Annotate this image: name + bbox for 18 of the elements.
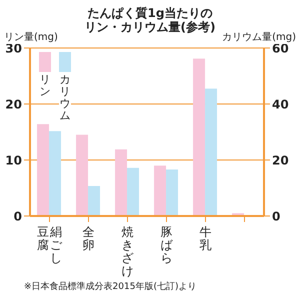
- y-tick-label: 10: [5, 153, 22, 168]
- x-tick-label: 全卵: [82, 225, 94, 252]
- y2-tick-label: 40: [272, 97, 289, 112]
- text: ※日本食品標準成分表2015年版(七訂)より: [24, 280, 196, 293]
- y2-tick-label: 0: [272, 209, 280, 224]
- y2-tick-label: 20: [272, 153, 289, 168]
- bar: [76, 134, 88, 216]
- x-tick-label: 牛乳: [200, 225, 212, 252]
- x-tick-label: 絹ごし豆腐: [37, 225, 63, 265]
- y2-axis-title: カリウム量(mg): [222, 31, 296, 44]
- legend-label: リン: [39, 73, 51, 98]
- y-tick-label: 0: [14, 209, 22, 224]
- x-tick-label: 豚ばら: [160, 225, 174, 265]
- legend-label: カリウム: [59, 73, 71, 122]
- y-tick-label: 20: [5, 97, 22, 112]
- x-tick-label: 焼きざけ: [122, 225, 134, 278]
- y-axis-title: リン量(mg): [4, 31, 58, 44]
- chart-title: たんぱく質1g当たりのリン・カリウム量(参考): [84, 6, 216, 34]
